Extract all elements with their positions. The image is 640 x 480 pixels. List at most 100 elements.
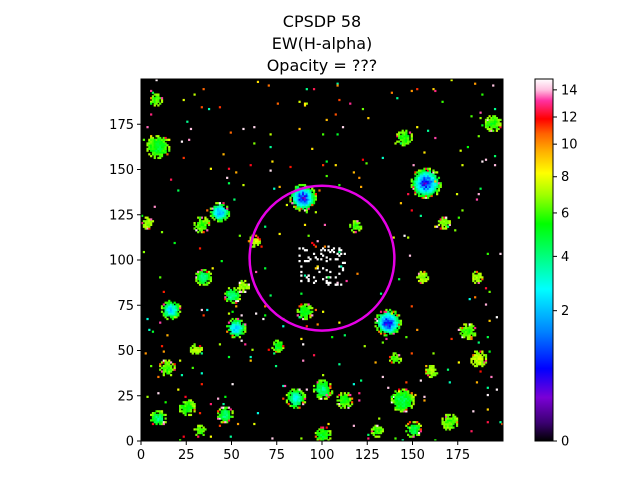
heatmap-pixel <box>497 122 500 125</box>
heatmap-pixel <box>320 390 323 393</box>
heatmap-pixel <box>421 191 424 194</box>
heatmap-pixel <box>352 221 355 225</box>
heatmap-pixel <box>410 178 413 181</box>
heatmap-pixel <box>325 392 328 395</box>
heatmap-pixel <box>338 183 341 187</box>
heatmap-pixel <box>320 433 323 436</box>
heatmap-pixel <box>430 187 433 190</box>
heatmap-pixel <box>405 430 408 433</box>
heatmap-pixel <box>381 325 384 328</box>
heatmap-pixel <box>387 316 390 319</box>
heatmap-pixel <box>215 202 218 205</box>
heatmap-pixel <box>403 404 406 408</box>
heatmap-pixel <box>218 408 222 411</box>
heatmap-pixel <box>303 395 307 398</box>
heatmap-pixel <box>146 225 149 228</box>
heatmap-pixel <box>148 223 151 227</box>
heatmap-pixel <box>311 194 314 198</box>
heatmap-pixel <box>293 402 296 406</box>
heatmap-pixel <box>294 191 298 194</box>
heatmap-pixel <box>396 392 399 395</box>
heatmap-pixel <box>217 214 220 217</box>
heatmap-pixel <box>236 334 240 337</box>
heatmap-pixel <box>475 278 479 281</box>
heatmap-pixel <box>293 393 296 397</box>
heatmap-pixel <box>233 323 236 326</box>
heatmap-pixel <box>300 337 303 341</box>
heatmap-pixel <box>493 107 497 111</box>
heatmap-pixel <box>340 397 343 400</box>
heatmap-pixel <box>470 337 473 341</box>
heatmap-pixel <box>405 129 408 132</box>
heatmap-pixel <box>360 379 363 382</box>
heatmap-pixel <box>459 149 462 152</box>
heatmap-pixel <box>354 220 357 223</box>
heatmap-pixel <box>325 433 328 436</box>
heatmap-pixel <box>198 279 202 283</box>
heatmap-pixel <box>242 328 245 331</box>
heatmap-pixel <box>394 142 397 145</box>
heatmap-pixel <box>300 399 303 402</box>
heatmap-pixel <box>394 316 397 319</box>
heatmap-pixel <box>227 312 231 315</box>
heatmap-pixel <box>445 216 448 219</box>
heatmap-pixel <box>303 183 307 187</box>
heatmap-pixel <box>294 207 298 210</box>
heatmap-pixel <box>188 401 191 404</box>
heatmap-pixel <box>153 419 156 422</box>
heatmap-pixel <box>401 140 404 143</box>
heatmap-pixel <box>445 415 448 418</box>
heatmap-pixel <box>314 308 317 312</box>
heatmap-pixel <box>150 113 153 116</box>
heatmap-pixel <box>229 408 232 411</box>
heatmap-pixel <box>229 326 232 330</box>
heatmap-pixel <box>314 198 317 201</box>
heatmap-pixel <box>461 326 464 330</box>
heatmap-pixel <box>177 388 180 391</box>
heatmap-pixel <box>417 169 421 172</box>
heatmap-pixel <box>354 221 357 225</box>
heatmap-pixel <box>197 424 200 427</box>
heatmap-pixel <box>430 182 433 185</box>
heatmap-pixel <box>352 383 355 386</box>
heatmap-pixel <box>222 419 225 422</box>
heatmap-pixel <box>303 200 307 203</box>
heatmap-pixel <box>401 388 404 391</box>
heatmap-pixel <box>379 431 383 435</box>
heatmap-pixel <box>233 330 236 333</box>
heatmap-pixel <box>398 354 401 357</box>
heatmap-pixel <box>419 185 422 188</box>
heatmap-pixel <box>256 241 260 245</box>
heatmap-pixel <box>287 395 290 398</box>
heatmap-pixel <box>403 136 406 140</box>
heatmap-pixel <box>347 406 350 409</box>
heatmap-pixel <box>394 393 397 397</box>
heatmap-pixel <box>303 308 307 312</box>
heatmap-pixel <box>180 406 184 409</box>
heatmap-pixel <box>242 183 245 187</box>
heatmap-pixel <box>383 332 386 335</box>
heatmap-pixel <box>379 426 383 429</box>
heatmap-pixel <box>403 408 406 411</box>
heatmap-pixel <box>394 328 397 331</box>
heatmap-pixel <box>151 417 155 420</box>
heatmap-pixel <box>421 276 424 279</box>
heatmap-pixel <box>207 270 211 274</box>
heatmap-pixel <box>394 317 397 321</box>
heatmap-pixel <box>209 214 212 217</box>
heatmap-pixel <box>151 415 155 418</box>
heatmap-pixel <box>204 220 207 223</box>
heatmap-pixel <box>327 281 330 284</box>
heatmap-pixel <box>338 404 341 408</box>
heatmap-pixel <box>414 187 417 190</box>
heatmap-pixel <box>325 174 328 178</box>
heatmap-pixel <box>294 187 298 190</box>
heatmap-pixel <box>432 189 435 192</box>
heatmap-pixel <box>322 392 325 395</box>
heatmap-pixel <box>300 307 303 310</box>
heatmap-pixel <box>437 223 441 227</box>
heatmap-pixel <box>410 392 413 395</box>
heatmap-pixel <box>394 399 397 402</box>
heatmap-pixel <box>289 196 292 199</box>
heatmap-pixel <box>396 319 399 322</box>
